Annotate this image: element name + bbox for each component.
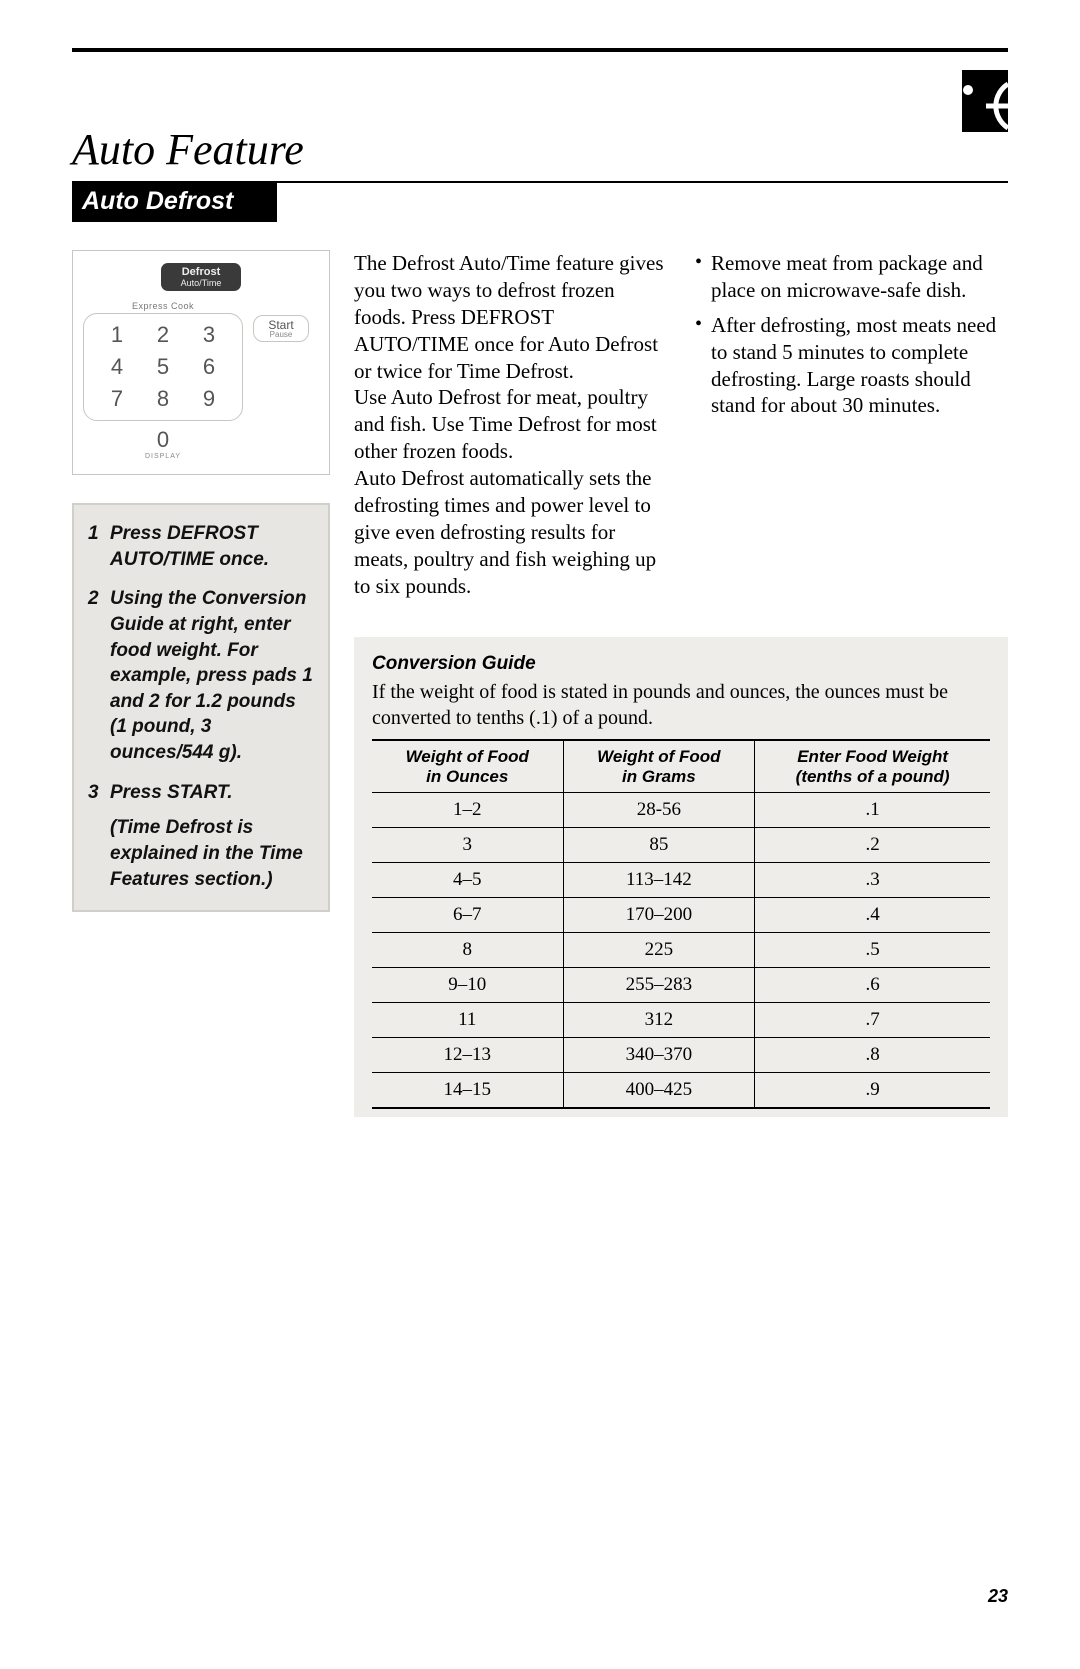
table-cell: .3 <box>755 863 990 898</box>
table-cell: 225 <box>563 933 755 968</box>
keypad-digit: 2 <box>140 322 186 348</box>
table-row: 12–13340–370.8 <box>372 1038 990 1073</box>
table-row: 8225.5 <box>372 933 990 968</box>
conversion-intro: If the weight of food is stated in pound… <box>372 679 990 731</box>
table-cell: 14–15 <box>372 1073 563 1109</box>
body-bullet-list: Remove meat from package and place on mi… <box>695 250 1008 419</box>
table-cell: 255–283 <box>563 968 755 1003</box>
table-row: 1–228-56.1 <box>372 793 990 828</box>
keypad-digit-zero: 0 <box>83 427 243 453</box>
keypad-digit: 7 <box>94 386 140 412</box>
keypad-digit: 4 <box>94 354 140 380</box>
th-ounces: Weight of Foodin Ounces <box>372 740 563 793</box>
table-cell: 113–142 <box>563 863 755 898</box>
defrost-button-icon: Defrost Auto/Time <box>161 263 241 291</box>
page-number: 23 <box>988 1586 1008 1607</box>
step-number: 1 <box>88 521 102 572</box>
instruction-step: 2 Using the Conversion Guide at right, e… <box>88 586 314 765</box>
table-row: 14–15400–425.9 <box>372 1073 990 1109</box>
table-cell: 11 <box>372 1003 563 1038</box>
instruction-step: 1 Press DEFROST AUTO/TIME once. <box>88 521 314 572</box>
th-tenths: Enter Food Weight(tenths of a pound) <box>755 740 990 793</box>
step-text: Press DEFROST AUTO/TIME once. <box>110 521 314 572</box>
table-cell: .7 <box>755 1003 990 1038</box>
keypad-illustration: Defrost Auto/Time Express Cook 1 2 3 4 5… <box>72 250 330 475</box>
table-cell: 85 <box>563 828 755 863</box>
defrost-sublabel: Auto/Time <box>161 279 241 288</box>
table-cell: .4 <box>755 898 990 933</box>
start-sublabel: Pause <box>254 331 308 339</box>
table-cell: 312 <box>563 1003 755 1038</box>
step-number: 2 <box>88 586 102 765</box>
table-cell: 12–13 <box>372 1038 563 1073</box>
express-cook-label: Express Cook <box>83 301 243 311</box>
instruction-box: 1 Press DEFROST AUTO/TIME once. 2 Using … <box>72 503 330 912</box>
table-cell: .6 <box>755 968 990 1003</box>
keypad-digit: 9 <box>186 386 232 412</box>
table-cell: .9 <box>755 1073 990 1109</box>
keypad-digit: 6 <box>186 354 232 380</box>
keypad-digit: 8 <box>140 386 186 412</box>
table-cell: 9–10 <box>372 968 563 1003</box>
display-label: DISPLAY <box>83 453 243 460</box>
conversion-title: Conversion Guide <box>372 653 990 675</box>
table-cell: .5 <box>755 933 990 968</box>
table-row: 11312.7 <box>372 1003 990 1038</box>
keypad-digit: 3 <box>186 322 232 348</box>
conversion-guide-box: Conversion Guide If the weight of food i… <box>354 637 1008 1117</box>
table-cell: 8 <box>372 933 563 968</box>
instruction-note: (Time Defrost is explained in the Time F… <box>110 815 314 892</box>
start-button-icon: Start Pause <box>253 315 309 342</box>
corner-tab-icon <box>962 70 1008 132</box>
table-cell: 28-56 <box>563 793 755 828</box>
table-row: 4–5113–142.3 <box>372 863 990 898</box>
table-cell: 4–5 <box>372 863 563 898</box>
instruction-step: 3 Press START. <box>88 780 314 806</box>
table-cell: 400–425 <box>563 1073 755 1109</box>
step-text: Using the Conversion Guide at right, ent… <box>110 586 314 765</box>
conversion-table: Weight of Foodin Ounces Weight of Foodin… <box>372 739 990 1109</box>
table-row: 6–7170–200.4 <box>372 898 990 933</box>
page-title: Auto Feature <box>72 124 1008 175</box>
table-cell: 170–200 <box>563 898 755 933</box>
body-paragraph-col1: The Defrost Auto/Time feature gives you … <box>354 250 667 601</box>
table-cell: 340–370 <box>563 1038 755 1073</box>
table-row: 385.2 <box>372 828 990 863</box>
top-rule <box>72 48 1008 52</box>
keypad-grid: 1 2 3 4 5 6 7 8 9 <box>83 313 243 421</box>
th-grams: Weight of Foodin Grams <box>563 740 755 793</box>
table-cell: .1 <box>755 793 990 828</box>
keypad-digit: 5 <box>140 354 186 380</box>
step-text: Press START. <box>110 780 314 806</box>
table-cell: .2 <box>755 828 990 863</box>
body-bullet: Remove meat from package and place on mi… <box>695 250 1008 304</box>
defrost-label: Defrost <box>182 266 221 278</box>
section-header: Auto Defrost <box>72 181 277 222</box>
step-number: 3 <box>88 780 102 806</box>
body-text: The Defrost Auto/Time feature gives you … <box>354 250 667 599</box>
body-bullet: After defrosting, most meats need to sta… <box>695 312 1008 420</box>
table-cell: 1–2 <box>372 793 563 828</box>
table-cell: 3 <box>372 828 563 863</box>
table-row: 9–10255–283.6 <box>372 968 990 1003</box>
keypad-digit: 1 <box>94 322 140 348</box>
table-cell: .8 <box>755 1038 990 1073</box>
table-cell: 6–7 <box>372 898 563 933</box>
